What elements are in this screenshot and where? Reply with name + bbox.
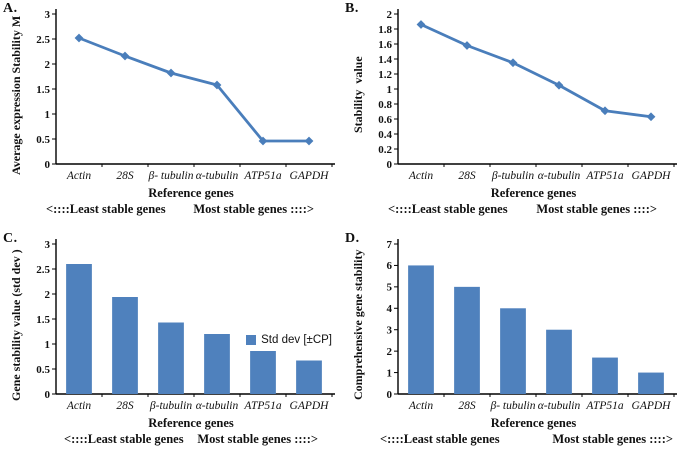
panel-d-x-axis-title: Reference genes — [490, 416, 577, 430]
svg-text:GAPDH: GAPDH — [632, 170, 672, 182]
panel-c-y-axis-title: Gene stability value (std dev ) — [9, 249, 23, 401]
panel-d-bar-chart: 0 1 2 3 4 5 6 7 Actin 28S β- tubulin α-tubulin ATP51… — [387, 239, 677, 412]
panel-a-stability-annotation: <::::Least stable genes Most stable gene… — [0, 201, 342, 218]
svg-text:2: 2 — [387, 346, 393, 358]
svg-text:2.5: 2.5 — [36, 264, 50, 276]
svg-text:2.5: 2.5 — [36, 34, 50, 46]
svg-text:1: 1 — [387, 367, 393, 379]
svg-text:1: 1 — [45, 339, 51, 351]
svg-text:ATP51a: ATP51a — [243, 170, 282, 182]
panel-b-x-axis-title: Reference genes — [490, 186, 577, 200]
svg-text:1.5: 1.5 — [36, 84, 50, 96]
panel-b-stability-annotation: <::::Least stable genes Most stable gene… — [342, 201, 685, 218]
svg-text:2: 2 — [387, 9, 393, 21]
most-stable-label: Most stable genes ::::> — [552, 432, 673, 446]
svg-text:GAPDH: GAPDH — [290, 400, 330, 412]
panel-c: C. Gene stability value (std dev ) 0 0.5 1… — [0, 230, 342, 459]
legend-swatch-icon — [246, 335, 257, 345]
panel-c-x-axis-title: Reference genes — [148, 416, 234, 430]
svg-text:GAPDH: GAPDH — [632, 400, 672, 412]
svg-text:1.4: 1.4 — [378, 54, 392, 66]
panel-a-line-chart: 0 0.5 1 1.5 2 2.5 3 Actin 28S β- tubulin α-tubulin… — [36, 9, 335, 182]
svg-text:β- tubulin: β- tubulin — [147, 170, 193, 182]
svg-text:1: 1 — [387, 84, 393, 96]
least-stable-label: <::::Least stable genes — [380, 432, 500, 446]
svg-text:β- tubulin: β- tubulin — [489, 400, 535, 412]
svg-text:3: 3 — [45, 9, 51, 21]
svg-text:0.8: 0.8 — [378, 99, 392, 111]
panel-d-letter: D. — [345, 231, 360, 246]
svg-text:0: 0 — [387, 159, 393, 171]
svg-text:ATP51a: ATP51a — [243, 400, 282, 412]
panel-a: A. Average expression Stability M 0 0.5 1 1… — [0, 0, 342, 230]
least-stable-label: <::::Least stable genes — [46, 202, 166, 216]
legend: Std dev [±CP] — [246, 334, 332, 346]
svg-text:1.6: 1.6 — [378, 39, 392, 51]
svg-text:5: 5 — [387, 282, 393, 294]
panel-c-plot-area: Gene stability value (std dev ) 0 0.5 1 1.5… — [6, 234, 342, 416]
svg-text:2: 2 — [45, 289, 51, 301]
svg-text:28S: 28S — [116, 170, 134, 182]
svg-text:6: 6 — [387, 260, 393, 272]
svg-text:Actin: Actin — [66, 400, 92, 412]
most-stable-label: Most stable genes ::::> — [197, 432, 318, 446]
svg-text:0.5: 0.5 — [36, 364, 50, 376]
legend-label: Std dev [±CP] — [261, 334, 332, 346]
svg-text:1.5: 1.5 — [36, 314, 50, 326]
svg-text:0: 0 — [45, 389, 51, 401]
most-stable-label: Most stable genes ::::> — [193, 202, 314, 216]
svg-text:α-tubulin: α-tubulin — [196, 170, 239, 182]
svg-text:2: 2 — [45, 59, 51, 71]
svg-text:4: 4 — [387, 303, 393, 315]
panel-a-y-axis-title: Average expression Stability M — [9, 15, 23, 175]
panel-a-x-axis-title: Reference genes — [148, 186, 234, 200]
svg-text:28S: 28S — [458, 400, 476, 412]
panel-d-y-axis-title: Comprehensive gene stability — [351, 249, 365, 401]
svg-text:α-tubulin: α-tubulin — [538, 170, 581, 182]
panel-c-stability-annotation: <::::Least stable genes Most stable gene… — [0, 431, 342, 448]
svg-text:3: 3 — [45, 239, 51, 251]
svg-text:1.8: 1.8 — [378, 24, 392, 36]
svg-text:1.2: 1.2 — [378, 69, 392, 81]
svg-text:Actin: Actin — [408, 400, 434, 412]
panel-b: B. Stability value 0 0.2 0.4 0.6 0.8 1 1.2 1.4 1… — [342, 0, 685, 230]
svg-text:ATP51a: ATP51a — [585, 400, 624, 412]
panel-c-letter: C. — [3, 231, 18, 246]
svg-text:1: 1 — [45, 109, 51, 121]
svg-text:α-tubulin: α-tubulin — [538, 400, 581, 412]
svg-text:0.2: 0.2 — [378, 144, 392, 156]
panel-d-plot-area: Comprehensive gene stability 0 1 2 3 4 5 6 7 Act… — [348, 234, 685, 416]
svg-text:0.4: 0.4 — [378, 129, 392, 141]
panel-c-bar-chart: 0 0.5 1 1.5 2 2.5 3 Actin 28S β-tubulin α-tubulin A… — [36, 239, 335, 412]
svg-text:Actin: Actin — [66, 170, 92, 182]
svg-text:β-tubulin: β-tubulin — [491, 170, 534, 182]
svg-text:GAPDH: GAPDH — [290, 170, 330, 182]
panel-b-letter: B. — [345, 1, 359, 16]
svg-text:ATP51a: ATP51a — [585, 170, 624, 182]
least-stable-label: <::::Least stable genes — [64, 432, 184, 446]
panel-a-plot-area: Average expression Stability M 0 0.5 1 1.5 2… — [6, 4, 342, 186]
svg-text:α-tubulin: α-tubulin — [196, 400, 239, 412]
panel-d: D. Comprehensive gene stability 0 1 2 3 4 5 6 7… — [342, 230, 685, 459]
svg-text:0.5: 0.5 — [36, 134, 50, 146]
panel-b-line-chart: 0 0.2 0.4 0.6 0.8 1 1.2 1.4 1.6 1.8 2 Actin 28S β-tub… — [378, 9, 677, 182]
svg-text:β-tubulin: β-tubulin — [149, 400, 192, 412]
panel-a-letter: A. — [3, 1, 18, 16]
svg-text:3: 3 — [387, 325, 393, 337]
svg-text:0: 0 — [45, 159, 51, 171]
svg-text:Actin: Actin — [408, 170, 434, 182]
least-stable-label: <::::Least stable genes — [388, 202, 508, 216]
panel-b-plot-area: Stability value 0 0.2 0.4 0.6 0.8 1 1.2 1.4 1.6 1… — [348, 4, 685, 186]
svg-text:28S: 28S — [458, 170, 476, 182]
panel-b-y-axis-title: Stability value — [351, 56, 365, 134]
svg-text:0: 0 — [387, 389, 393, 401]
most-stable-label: Most stable genes ::::> — [536, 202, 657, 216]
panel-d-stability-annotation: <::::Least stable genes Most stable gene… — [342, 431, 685, 448]
svg-text:28S: 28S — [116, 400, 134, 412]
svg-text:7: 7 — [387, 239, 393, 251]
svg-text:0.6: 0.6 — [378, 114, 392, 126]
